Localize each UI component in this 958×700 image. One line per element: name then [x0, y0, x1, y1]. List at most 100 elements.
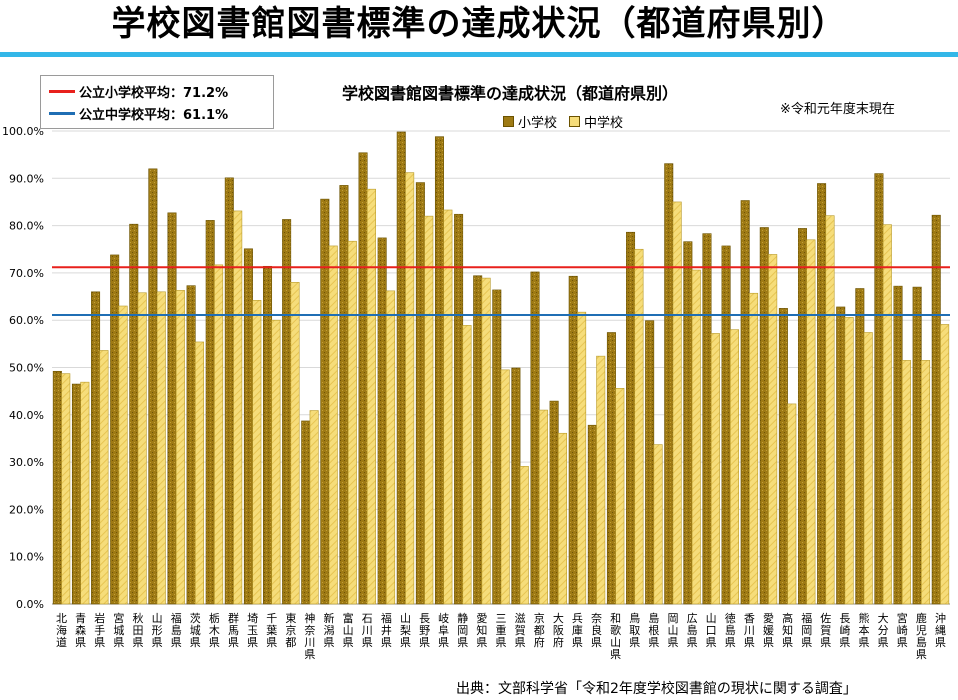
x-tick-label: 島根県 — [648, 611, 659, 649]
bar-elementary — [626, 231, 636, 605]
x-tick-label: 高知県 — [782, 611, 793, 649]
bar-junior — [386, 290, 396, 605]
bar-junior — [787, 403, 797, 605]
bar-junior — [901, 360, 911, 605]
average-legend-elementary: 公立小学校平均：71.2% — [49, 81, 228, 101]
bar-elementary — [377, 237, 387, 605]
x-tick-label: 富山県 — [343, 611, 354, 649]
x-tick-label: 長野県 — [419, 612, 430, 649]
bar-elementary — [778, 308, 788, 605]
y-tick-label: 10.0% — [9, 551, 44, 564]
bar-elementary — [511, 367, 521, 605]
bar-junior — [691, 269, 701, 605]
series-legend: 小学校 中学校 — [503, 112, 635, 131]
x-tick-label: 秋田県 — [132, 611, 143, 649]
bar-junior — [577, 311, 587, 605]
x-tick-label: 千葉県 — [266, 612, 277, 649]
bar-elementary — [797, 228, 808, 605]
x-tick-label: 和歌山県 — [610, 612, 621, 661]
average-junior-label: 公立中学校平均：61.1% — [79, 107, 229, 123]
bar-junior — [309, 410, 319, 605]
bar-elementary — [415, 182, 425, 605]
blue-line-swatch — [49, 111, 75, 115]
bar-junior — [156, 291, 166, 605]
bar-junior — [863, 332, 873, 605]
bar-elementary — [71, 383, 81, 605]
bar-junior — [175, 290, 185, 605]
x-tick-label: 滋賀県 — [515, 612, 526, 649]
x-tick-label: 岩手県 — [94, 611, 105, 649]
bar-junior — [634, 248, 644, 605]
bar-elementary — [205, 220, 215, 605]
date-note: ※令和元年度末現在 — [780, 102, 895, 117]
bar-junior — [366, 188, 376, 605]
x-tick-label: 福島県 — [171, 611, 182, 649]
bar-elementary — [339, 185, 349, 605]
y-tick-label: 40.0% — [9, 409, 44, 422]
red-line-swatch — [49, 89, 75, 93]
bar-elementary — [148, 168, 158, 605]
bar-elementary — [549, 400, 559, 605]
legend-label-junior: 中学校 — [584, 116, 624, 131]
bar-junior — [443, 209, 453, 605]
x-tick-label: 佐賀県 — [820, 611, 831, 649]
bar-junior — [558, 432, 568, 605]
slide-title: 学校図書館図書標準の達成状況（都道府県別） — [111, 4, 847, 44]
y-tick-label: 100.0% — [2, 125, 44, 138]
bar-junior — [710, 333, 720, 605]
y-tick-label: 30.0% — [9, 456, 44, 469]
bar-elementary — [606, 332, 616, 605]
y-tick-label: 80.0% — [9, 220, 44, 233]
x-tick-label: 埼玉県 — [247, 611, 258, 649]
bar-elementary — [91, 291, 101, 605]
bar-junior — [500, 369, 510, 605]
bar-elementary — [874, 173, 884, 605]
x-tick-label: 京都府 — [534, 611, 545, 649]
bar-junior — [214, 264, 224, 605]
bar-elementary — [855, 288, 865, 605]
bar-elementary — [263, 265, 273, 605]
bar-junior — [921, 360, 931, 605]
x-tick-label: 山口県 — [706, 612, 717, 649]
bar-elementary — [530, 271, 540, 605]
x-tick-label: 北海道 — [56, 612, 67, 649]
x-tick-label: 新潟県 — [324, 611, 335, 649]
bar-junior — [233, 210, 243, 605]
bar-junior — [519, 466, 529, 605]
x-tick-label: 宮城県 — [113, 611, 124, 649]
legend-item-junior: 中学校 — [569, 112, 623, 131]
legend-label-elementary: 小学校 — [518, 116, 558, 131]
bar-elementary — [282, 219, 292, 605]
x-tick-label: 愛知県 — [476, 612, 487, 649]
bar-elementary — [817, 183, 827, 605]
bar-junior — [806, 239, 816, 605]
x-tick-label: 岡山県 — [667, 612, 678, 649]
bar-elementary — [836, 306, 846, 605]
bar-elementary — [702, 233, 712, 605]
y-tick-label: 50.0% — [9, 362, 44, 375]
bar-junior — [672, 201, 682, 605]
bar-elementary — [129, 223, 139, 605]
bar-elementary — [110, 254, 120, 605]
x-tick-label: 岐阜県 — [438, 612, 449, 649]
x-tick-label: 三重県 — [496, 612, 507, 649]
bar-elementary — [759, 227, 769, 605]
x-tick-label: 栃木県 — [209, 611, 220, 649]
x-tick-label: 徳島県 — [725, 612, 736, 649]
bar-junior — [328, 245, 338, 605]
bar-elementary — [434, 136, 444, 605]
source-citation: 出典：文部科学省「令和2年度学校図書館の現状に関する調査」 — [456, 681, 857, 697]
bar-junior — [615, 388, 625, 605]
bar-elementary — [587, 424, 597, 605]
bar-junior — [596, 355, 606, 605]
average-legend-junior: 公立中学校平均：61.1% — [49, 103, 228, 123]
x-tick-label: 香川県 — [744, 612, 755, 649]
bar-junior — [80, 381, 90, 605]
bar-junior — [825, 215, 835, 605]
average-elementary-label: 公立小学校平均：71.2% — [79, 85, 229, 101]
x-tick-label: 大分県 — [878, 611, 889, 649]
x-tick-label: 広島県 — [687, 612, 698, 649]
bar-elementary — [167, 212, 177, 605]
x-tick-label: 鹿児島県 — [916, 611, 927, 661]
y-tick-label: 70.0% — [9, 267, 44, 280]
